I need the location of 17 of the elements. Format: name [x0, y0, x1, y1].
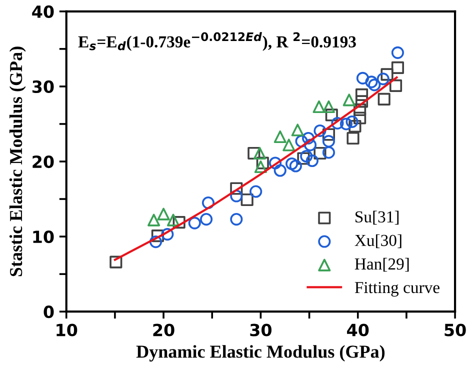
x-tick-label: 30 — [250, 324, 272, 336]
y-tick-label: 0 — [44, 306, 54, 318]
legend-label: Fitting curve — [354, 282, 440, 297]
y-tick-label: 40 — [32, 5, 54, 18]
x-tick-label: 50 — [444, 324, 466, 336]
y-axis-title: Stastic Elastic Modulus (GPa) — [9, 46, 26, 276]
y-tick-label: 30 — [32, 80, 54, 94]
x-tick-label: 10 — [56, 324, 78, 336]
x-tick-label: 40 — [347, 324, 369, 336]
text: E$_{s}$=E$_{d}$(1-0.739e$^{−0.0212Ed}$), R $^{2}$=0.9193 — [78, 32, 356, 51]
y-tick-label: 20 — [32, 155, 54, 168]
legend-label: Xu[30] — [354, 234, 402, 248]
x-tick-label: 20 — [153, 324, 174, 336]
legend-label: Su[31] — [356, 210, 399, 225]
y-tick-label: 10 — [33, 230, 54, 244]
legend-label: Han[29] — [354, 258, 409, 272]
x-axis-title: Dynamic Elastic Modulus (GPa) — [136, 345, 385, 362]
